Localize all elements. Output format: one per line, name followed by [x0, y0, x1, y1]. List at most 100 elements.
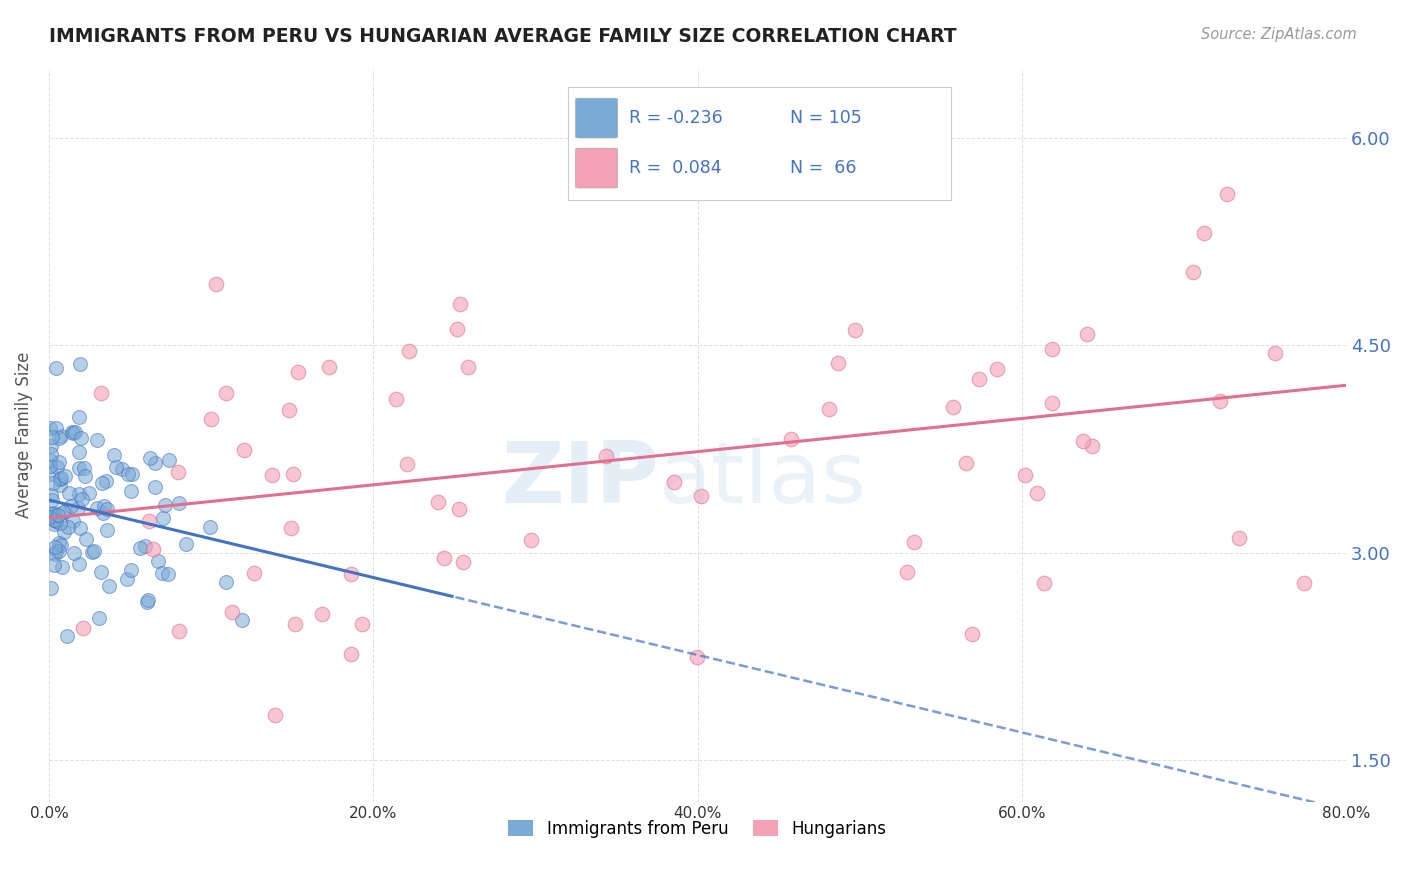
Text: ZIP: ZIP [501, 438, 658, 521]
Point [1040, 342, 1063, 356]
Point [278, 402, 301, 417]
Point [166, 465, 188, 479]
Point [1076, 327, 1098, 342]
Point [1192, 226, 1215, 240]
Point [174, 536, 197, 550]
Point [38, 421, 60, 435]
Point [67, 445, 90, 459]
Point [62, 425, 84, 440]
Point [48, 543, 70, 558]
Point [986, 362, 1008, 376]
Point [42, 476, 65, 491]
Point [63, 425, 86, 440]
Point [45, 361, 67, 376]
Point [967, 372, 990, 386]
Point [152, 511, 174, 525]
Point [339, 567, 361, 582]
Point [311, 607, 333, 622]
Point [384, 392, 406, 406]
Point [75, 532, 97, 546]
Point [39, 453, 62, 467]
Point [45, 544, 67, 558]
Point [117, 467, 139, 482]
Point [72, 621, 94, 635]
Point [263, 708, 285, 723]
Point [56, 519, 79, 533]
Point [446, 322, 468, 336]
Point [143, 456, 166, 470]
Point [232, 442, 254, 457]
Point [44, 516, 66, 531]
Point [138, 514, 160, 528]
Y-axis label: Average Family Size: Average Family Size [15, 351, 32, 518]
Point [827, 356, 849, 370]
Point [44, 506, 66, 520]
Point [56, 629, 79, 643]
Point [46, 508, 69, 522]
Point [204, 277, 226, 292]
Point [45, 421, 67, 435]
Point [41, 508, 63, 522]
Point [153, 499, 176, 513]
Point [103, 448, 125, 462]
Point [67, 500, 90, 515]
Point [449, 296, 471, 310]
Point [287, 365, 309, 379]
Point [96, 523, 118, 537]
Point [70, 491, 93, 506]
Point [41, 430, 63, 444]
Point [148, 554, 170, 568]
Point [52, 505, 75, 519]
Point [284, 617, 307, 632]
Point [96, 474, 118, 488]
Point [942, 400, 965, 414]
Point [48, 455, 70, 469]
Point [817, 402, 839, 417]
Point [398, 343, 420, 358]
Point [780, 432, 803, 446]
Point [664, 475, 686, 489]
Text: IMMIGRANTS FROM PERU VS HUNGARIAN AVERAGE FAMILY SIZE CORRELATION CHART: IMMIGRANTS FROM PERU VS HUNGARIAN AVERAG… [49, 27, 957, 45]
Point [903, 535, 925, 549]
Point [77, 486, 100, 500]
Point [396, 458, 419, 472]
Point [120, 563, 142, 577]
Point [129, 541, 152, 555]
Point [49, 472, 72, 486]
Point [44, 547, 66, 561]
Point [141, 542, 163, 557]
Point [215, 386, 238, 401]
Point [167, 624, 190, 638]
Legend: Immigrants from Peru, Hungarians: Immigrants from Peru, Hungarians [502, 814, 893, 845]
Point [447, 501, 470, 516]
Point [138, 592, 160, 607]
Point [686, 649, 709, 664]
Point [896, 566, 918, 580]
Point [44, 508, 66, 522]
Point [134, 539, 156, 553]
Point [339, 647, 361, 661]
Point [60, 499, 83, 513]
Point [63, 546, 86, 560]
Point [39, 459, 62, 474]
Point [91, 506, 114, 520]
Point [1014, 468, 1036, 483]
Point [96, 501, 118, 516]
Point [955, 457, 977, 471]
Point [90, 476, 112, 491]
Point [520, 533, 543, 548]
Point [48, 432, 70, 446]
Point [457, 360, 479, 375]
Point [243, 566, 266, 580]
Point [67, 486, 90, 500]
Point [433, 550, 456, 565]
Point [39, 447, 62, 461]
Point [121, 467, 143, 481]
Point [49, 471, 72, 485]
Point [111, 462, 134, 476]
Point [135, 595, 157, 609]
Point [221, 605, 243, 619]
Point [231, 613, 253, 627]
Point [83, 544, 105, 558]
Point [1292, 575, 1315, 590]
